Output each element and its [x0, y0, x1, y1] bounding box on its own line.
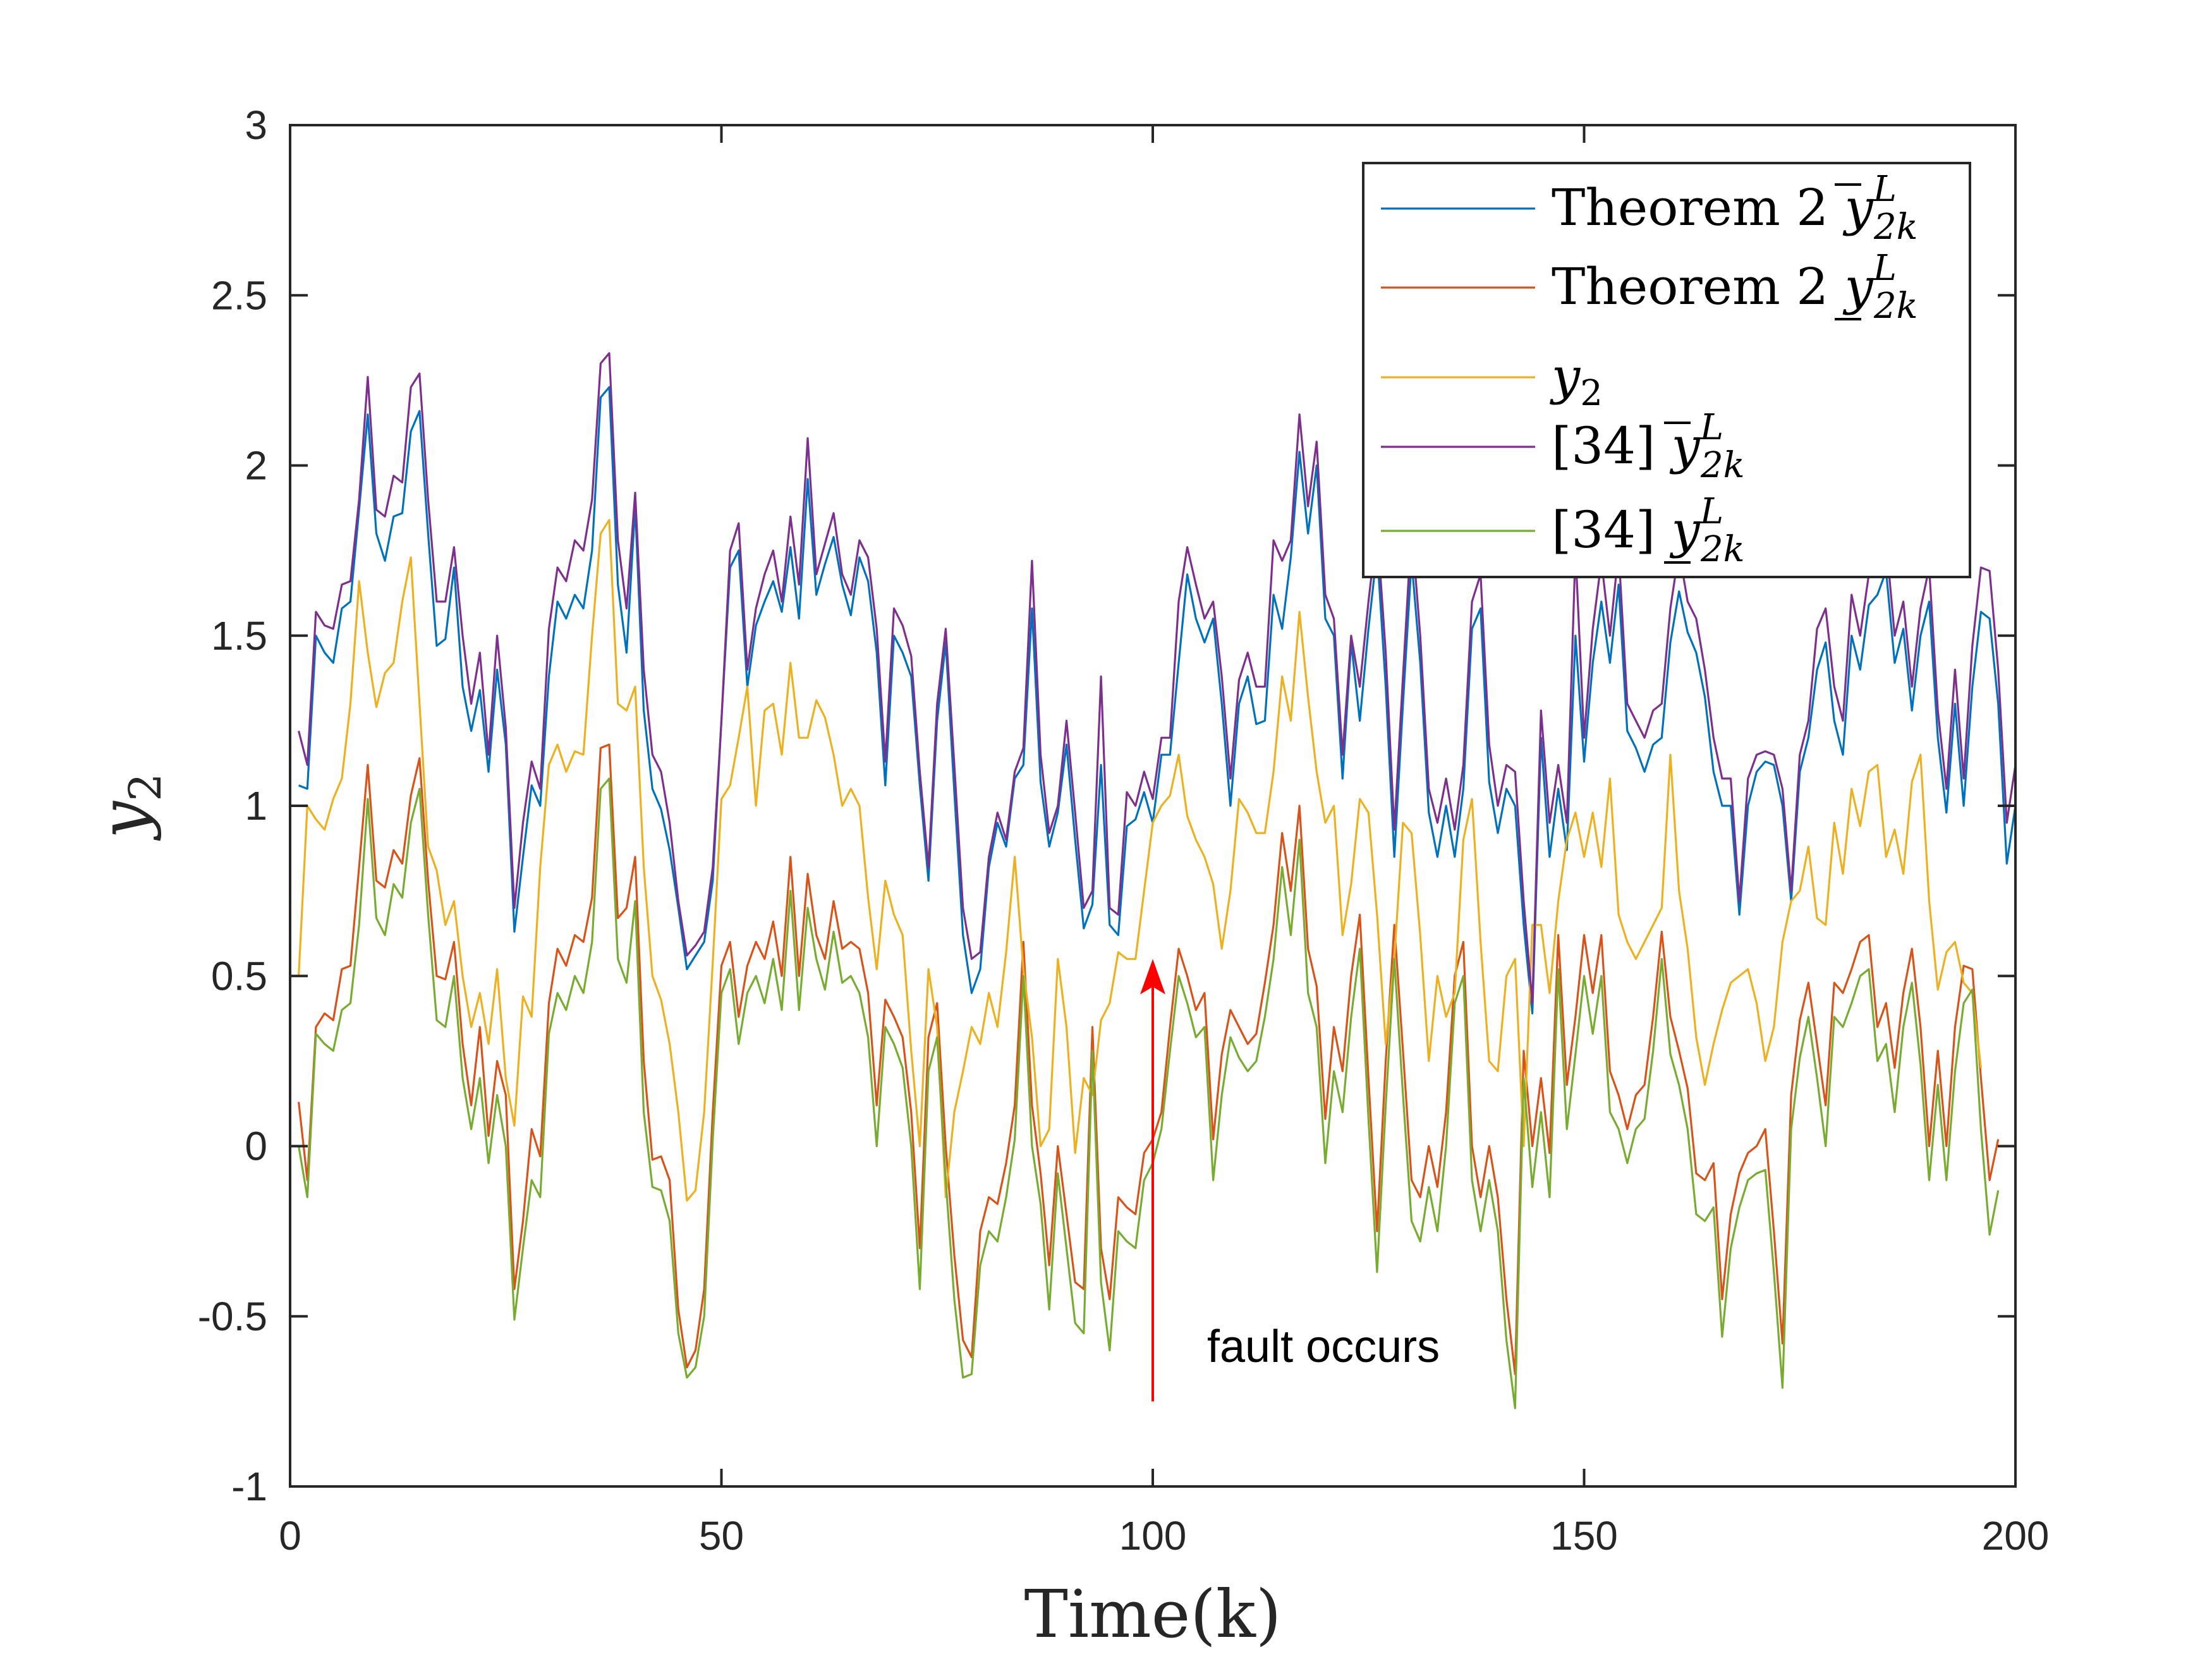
x-tick-label: 50 — [699, 1513, 744, 1559]
series-line-3 — [298, 519, 1982, 1202]
x-tick-label: 100 — [1119, 1513, 1187, 1559]
y-tick-label: -1 — [231, 1464, 267, 1509]
series-line-2 — [298, 743, 2000, 1375]
y-tick-label: 0.5 — [211, 953, 267, 999]
legend-label-5: [34] yL 2k — [1552, 491, 1745, 570]
y-tick-label: 2 — [245, 443, 267, 489]
y-tick-label: 2.5 — [211, 272, 267, 318]
y-tick-label: 1 — [245, 783, 267, 829]
y-axis-title-subscript: 2 — [119, 773, 171, 801]
y-tick-label: 0 — [245, 1124, 267, 1169]
y-axis-title: y2 — [85, 773, 171, 841]
series-layer — [298, 352, 2017, 1409]
y-tick-label: -0.5 — [198, 1294, 267, 1339]
legend-label-3: y2 — [1550, 347, 1603, 414]
annotation-layer: fault occurs — [1140, 959, 1440, 1402]
fault-arrow-head — [1140, 959, 1165, 995]
legend-label-2: Theorem 2 yL 2k — [1552, 248, 1918, 327]
x-tick-label: 200 — [1982, 1513, 2050, 1559]
fault-annotation-label: fault occurs — [1207, 1322, 1440, 1372]
x-axis-title: Time(k) — [1024, 1576, 1282, 1653]
y-axis-title-symbol: y — [85, 801, 162, 841]
y-tick-label: 3 — [245, 102, 267, 148]
series-line-5 — [298, 777, 2000, 1409]
legend-label-4: [34] yL 2k — [1552, 407, 1745, 486]
legend-label-1: Theorem 2 yL 2k — [1552, 169, 1918, 248]
tick-layer: 0 50 100 150 200 -1 -0.5 0 0.5 1 1.5 2 2.5 3 — [198, 102, 2050, 1559]
y-tick-label: 1.5 — [211, 613, 267, 659]
x-tick-label: 150 — [1550, 1513, 1618, 1559]
legend-box — [1362, 162, 1971, 578]
x-tick-label: 0 — [279, 1513, 301, 1559]
series-line-1 — [298, 386, 2017, 1015]
series-line-4 — [298, 352, 2017, 1004]
